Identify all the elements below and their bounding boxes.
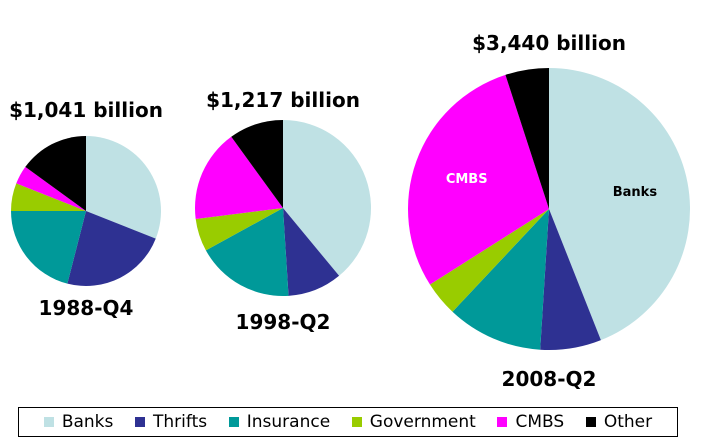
pie-1998-total-label: $1,217 billion <box>206 88 360 112</box>
pie-1988-q4-slice-government <box>11 183 86 211</box>
pie-1998-q2-slice-government <box>195 208 283 251</box>
legend-swatch-government <box>351 417 362 427</box>
pie-1988-q4-slice-insurance <box>11 211 86 284</box>
legend-label-cmbs: CMBS <box>515 412 565 432</box>
pie-1988-total-label: $1,041 billion <box>9 98 163 122</box>
legend-label-insurance: Insurance <box>246 412 331 432</box>
legend-swatch-other <box>585 417 596 427</box>
pie-1998-q2-slice-thrifts <box>283 208 340 296</box>
pie-1998-q2-slice-insurance <box>205 208 289 297</box>
pie-1998-q2-slice-cmbs <box>194 136 283 220</box>
pie-1988-q4-slice-cmbs <box>16 166 86 211</box>
pie-1988-q4-slice-other <box>25 136 86 211</box>
pie-1988-q4-slice-thrifts <box>67 211 156 286</box>
pie-2008-q2-slice-cmbs <box>408 74 549 285</box>
legend-item-government: Government <box>351 412 476 432</box>
pie-2008-period-label: 2008-Q2 <box>501 367 597 391</box>
legend-item-thrifts: Thrifts <box>135 412 207 432</box>
legend-item-insurance: Insurance <box>228 412 331 432</box>
pie-2008-q2-slice-label-banks: Banks <box>613 185 658 200</box>
pie-1998-q2-slice-banks <box>283 120 372 276</box>
legend-swatch-thrifts <box>135 417 146 427</box>
pie-2008-q2-slice-government <box>429 209 549 312</box>
legend-label-banks: Banks <box>61 412 114 432</box>
legend-swatch-banks <box>43 417 54 427</box>
pie-1998-q2-slice-other <box>231 120 283 208</box>
pie-2008-q2-slice-label-cmbs: CMBS <box>446 172 488 187</box>
pie-2008-total-label: $3,440 billion <box>472 31 626 55</box>
pie-2008-q2-slice-insurance <box>452 209 549 350</box>
legend-label-thrifts: Thrifts <box>153 412 208 432</box>
pie-2008-q2: Banks CMBS <box>408 67 691 350</box>
pie-1988-q4 <box>11 136 161 286</box>
pie-1988-period-label: 1988-Q4 <box>38 296 134 320</box>
legend-swatch-cmbs <box>497 417 508 427</box>
legend-item-cmbs: CMBS <box>497 412 564 432</box>
legend-label-government: Government <box>369 412 476 432</box>
pie-1998-q2 <box>194 120 372 297</box>
legend-item-other: Other <box>585 412 653 432</box>
legend-swatch-insurance <box>228 417 239 427</box>
legend-item-banks: Banks <box>43 412 114 432</box>
pie-2008-q2-slice-other <box>505 68 549 209</box>
chart-legend: Banks Thrifts Insurance Government CMBS … <box>18 407 678 437</box>
pie-1988-q4-slice-banks <box>86 136 161 239</box>
legend-label-other: Other <box>603 412 653 432</box>
pie-1998-period-label: 1998-Q2 <box>235 310 331 334</box>
pie-2008-q2-slice-banks <box>549 67 691 341</box>
pie-2008-q2-slice-thrifts <box>540 209 601 350</box>
